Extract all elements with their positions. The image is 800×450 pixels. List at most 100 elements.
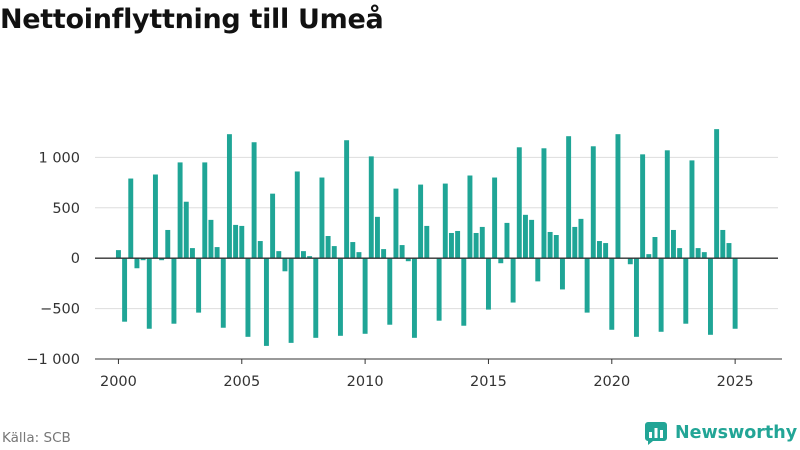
bar xyxy=(627,258,633,265)
bar xyxy=(362,258,368,334)
bar xyxy=(492,177,498,259)
bar xyxy=(424,225,430,259)
bar xyxy=(288,258,294,343)
bar xyxy=(381,249,387,259)
y-tick-label: 0 xyxy=(71,251,80,267)
bar xyxy=(319,177,325,259)
source-note: Källa: SCB xyxy=(2,430,71,446)
bar xyxy=(522,214,528,259)
bar xyxy=(578,218,584,259)
x-tick-label: 2010 xyxy=(347,374,384,390)
bar xyxy=(461,258,467,326)
bar xyxy=(325,236,331,259)
bar xyxy=(226,134,232,259)
bar xyxy=(590,146,596,259)
bar xyxy=(122,258,128,322)
y-tick-label: 500 xyxy=(52,201,80,217)
bar xyxy=(171,258,177,324)
bar xyxy=(196,258,202,313)
bar xyxy=(467,175,473,259)
bar xyxy=(726,243,732,259)
bar xyxy=(529,219,535,259)
bar xyxy=(189,248,195,259)
bar xyxy=(276,251,282,259)
bar xyxy=(584,258,590,313)
bar xyxy=(695,248,701,259)
bar xyxy=(479,226,485,259)
bar xyxy=(368,156,374,259)
axes: 1 000 500 0 −500 −1 000 2000 2005 2010 2015 2020 2… xyxy=(26,150,782,390)
bar xyxy=(350,242,356,259)
bar xyxy=(337,258,343,336)
bar xyxy=(670,229,676,259)
bar xyxy=(405,258,411,262)
bar xyxy=(633,258,639,337)
bar xyxy=(640,154,646,259)
bar xyxy=(202,162,208,259)
bar xyxy=(214,247,220,259)
bar xyxy=(732,258,738,329)
bar xyxy=(683,258,689,324)
bar xyxy=(547,231,553,259)
x-tick-label: 2015 xyxy=(470,374,507,390)
bar xyxy=(115,250,121,259)
bar xyxy=(541,148,547,259)
bar xyxy=(535,258,541,282)
x-tick-label: 2025 xyxy=(717,374,754,390)
bar-chart-logo-icon xyxy=(645,422,667,445)
bar xyxy=(393,188,399,259)
bar xyxy=(344,140,350,259)
y-tick-label: −1 000 xyxy=(26,352,80,368)
bar xyxy=(658,258,664,332)
bar xyxy=(652,237,658,259)
bar xyxy=(140,258,146,261)
brand-name: Newsworthy xyxy=(675,423,798,443)
bar xyxy=(263,258,269,346)
bar xyxy=(411,258,417,338)
bar xyxy=(313,258,319,338)
bar xyxy=(701,252,707,259)
bar xyxy=(183,201,189,259)
bar xyxy=(504,222,510,259)
bar xyxy=(356,252,362,259)
bar xyxy=(559,258,565,290)
bar xyxy=(399,245,405,259)
bar xyxy=(566,136,572,259)
bar xyxy=(331,246,337,259)
bar xyxy=(553,235,559,259)
x-tick-label: 2020 xyxy=(593,374,630,390)
bar xyxy=(609,258,615,330)
bar xyxy=(646,254,652,259)
bar xyxy=(245,258,251,337)
bar xyxy=(664,150,670,259)
bar xyxy=(498,258,504,264)
bar xyxy=(516,147,522,259)
bar xyxy=(300,251,306,259)
bar xyxy=(448,232,454,259)
bar xyxy=(708,258,713,335)
bar xyxy=(473,232,479,259)
bar xyxy=(128,178,134,259)
bar xyxy=(177,162,183,259)
bar xyxy=(714,129,720,259)
chart-title: Nettoinflyttning till Umeå xyxy=(0,4,384,35)
y-tick-label: 1 000 xyxy=(38,150,80,166)
bar xyxy=(572,226,578,259)
bar xyxy=(159,258,165,261)
bar xyxy=(233,224,239,259)
bar xyxy=(282,258,288,272)
x-tick-label: 2005 xyxy=(223,374,260,390)
bar xyxy=(677,248,683,259)
bar xyxy=(239,225,245,259)
bar xyxy=(689,160,695,259)
bar xyxy=(251,142,257,259)
bar xyxy=(146,258,152,329)
bar xyxy=(596,241,602,259)
bar xyxy=(152,174,158,259)
bar xyxy=(510,258,516,303)
bar xyxy=(134,258,140,269)
bar xyxy=(418,184,424,259)
bar xyxy=(615,134,621,259)
bar xyxy=(442,183,448,259)
